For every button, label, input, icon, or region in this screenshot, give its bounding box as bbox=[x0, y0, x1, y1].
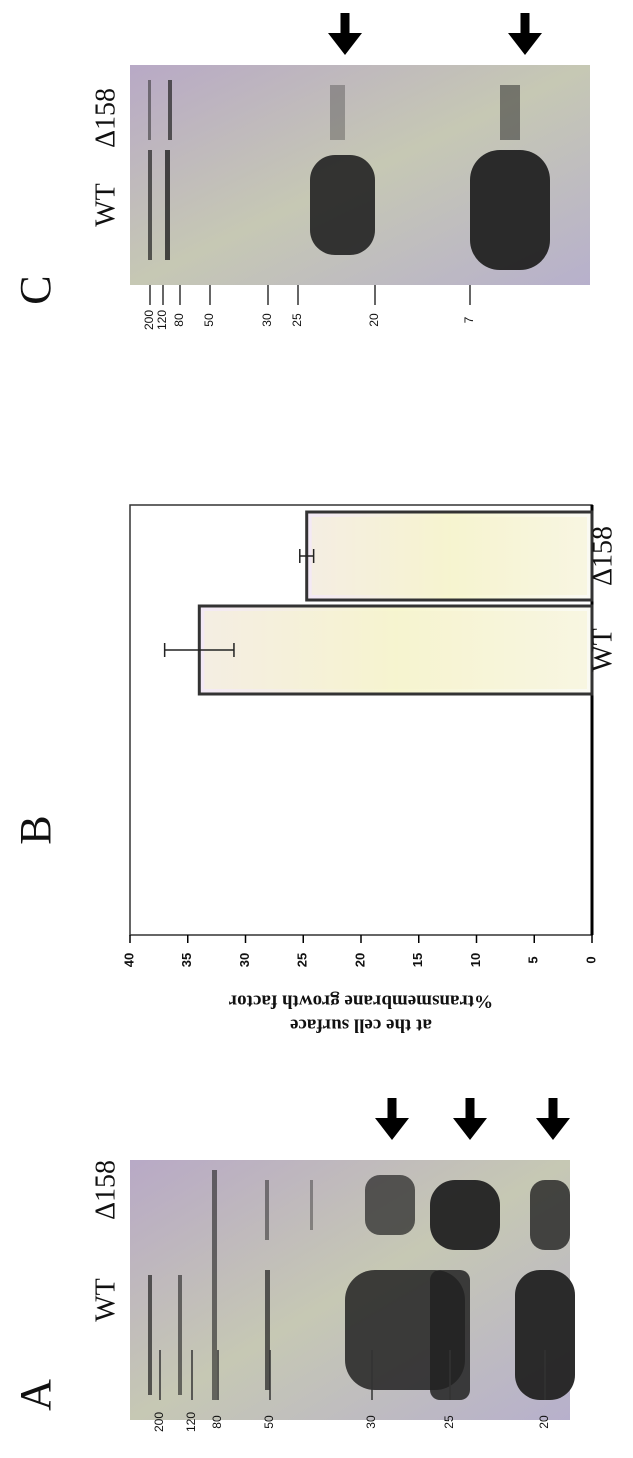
bar-tint bbox=[204, 611, 588, 689]
lane-label: Δ158 bbox=[90, 88, 121, 148]
y-tick-label: 30 bbox=[237, 953, 252, 967]
arrow bbox=[375, 1118, 409, 1140]
y-tick-label: 25 bbox=[295, 953, 310, 967]
x-tick-label: WT bbox=[587, 628, 618, 672]
marker-label: 80 bbox=[210, 1415, 224, 1429]
marker-label: 20 bbox=[367, 313, 381, 327]
marker-label: 200 bbox=[152, 1412, 166, 1432]
gel-bands bbox=[148, 80, 550, 270]
lane-label: Δ158 bbox=[90, 1160, 121, 1220]
marker-label: 120 bbox=[155, 310, 169, 330]
panel-label: B bbox=[11, 815, 60, 844]
y-tick-label: 15 bbox=[410, 953, 425, 967]
y-tick-label: 35 bbox=[179, 953, 194, 967]
marker-label: 30 bbox=[364, 1415, 378, 1429]
marker-label: 30 bbox=[260, 313, 274, 327]
axis-title: at the cell surface bbox=[290, 1015, 432, 1036]
marker-label: 7 bbox=[462, 316, 476, 323]
arrow bbox=[453, 1118, 487, 1140]
panel-label: A bbox=[11, 1379, 60, 1411]
y-tick-label: 5 bbox=[526, 956, 541, 963]
marker-label: 50 bbox=[262, 1415, 276, 1429]
marker-label: 25 bbox=[290, 313, 304, 327]
gel-bands bbox=[148, 1170, 575, 1400]
marker-label: 50 bbox=[202, 313, 216, 327]
arrow bbox=[508, 33, 542, 55]
bar-tint bbox=[311, 517, 587, 595]
panel-label: C bbox=[11, 275, 60, 304]
marker-label: 200 bbox=[142, 310, 156, 330]
marker-label: 80 bbox=[172, 313, 186, 327]
lane-label: WT bbox=[90, 1278, 121, 1322]
arrow bbox=[328, 33, 362, 55]
y-tick-label: 40 bbox=[121, 953, 136, 967]
x-tick-label: Δ158 bbox=[587, 526, 618, 586]
lane-label: WT bbox=[90, 183, 121, 227]
marker-label: 120 bbox=[184, 1412, 198, 1432]
marker-label: 25 bbox=[442, 1415, 456, 1429]
y-tick-label: 20 bbox=[352, 953, 367, 967]
axis-title: %transmembrane growth factor bbox=[228, 991, 493, 1012]
y-tick-label: 0 bbox=[583, 956, 598, 963]
marker-label: 20 bbox=[537, 1415, 551, 1429]
y-tick-label: 10 bbox=[468, 953, 483, 967]
arrow bbox=[536, 1118, 570, 1140]
